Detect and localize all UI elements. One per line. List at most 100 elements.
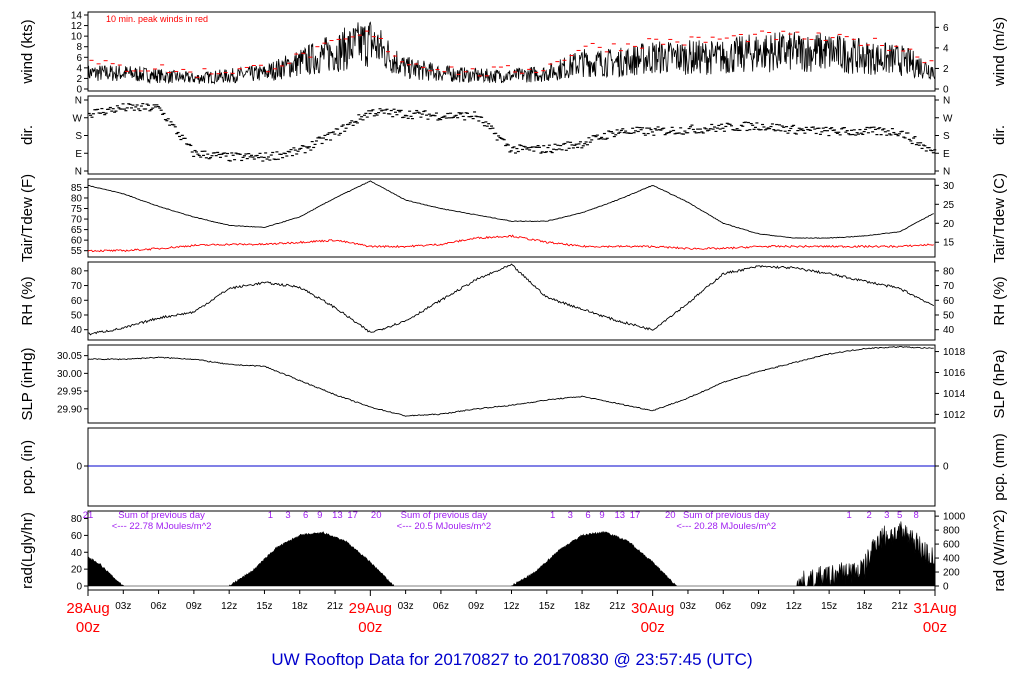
rad-hour-label: 2 — [866, 510, 871, 521]
ytick-label-left-rh: 80 — [71, 266, 83, 277]
ytick-label-right-rh: 80 — [943, 266, 955, 277]
rad-hour-label: 17 — [347, 510, 358, 521]
ytick-label-left-slp: 30.00 — [57, 369, 82, 380]
rad-daily-sum: <--- 20.5 MJoules/m^2 — [397, 521, 491, 532]
rad-sum-label: Sum of previous day — [683, 510, 770, 521]
rad-hour-label: 5 — [897, 510, 902, 521]
day-hour-label: 00z — [923, 619, 947, 636]
ytick-label-right-temp: 15 — [943, 238, 955, 249]
ytick-label-left-rh: 70 — [71, 281, 83, 292]
ylabel-right-wind: wind (m/s) — [991, 17, 1008, 87]
ytick-label-right-temp: 25 — [943, 200, 955, 211]
ytick-label-right-dir: W — [943, 113, 953, 124]
ytick-label-right-rad: 0 — [943, 582, 949, 593]
ytick-label-right-wind: 6 — [943, 23, 949, 34]
ylabel-left-wind: wind (kts) — [19, 19, 36, 84]
ytick-label-left-rad: 20 — [71, 565, 83, 576]
ylabel-right-pcp: pcp. (mm) — [991, 433, 1008, 501]
xtick-label: 06z — [151, 601, 167, 612]
series-wind-peak — [89, 30, 934, 78]
ytick-label-left-dir: N — [75, 96, 82, 107]
rad-hour-label: 20 — [371, 510, 382, 521]
xtick-label: 03z — [398, 601, 414, 612]
ytick-label-left-wind: 10 — [71, 32, 83, 43]
ytick-label-left-temp: 65 — [71, 225, 83, 236]
ytick-label-left-slp: 29.95 — [57, 387, 82, 398]
xtick-label: 15z — [821, 601, 837, 612]
ytick-label-right-rh: 60 — [943, 296, 955, 307]
xtick-label: 21z — [327, 601, 343, 612]
ylabel-left-pcp: pcp. (in) — [19, 440, 36, 494]
day-hour-label: 00z — [641, 619, 665, 636]
ytick-label-left-temp: 85 — [71, 183, 83, 194]
panel-frame-temp — [87, 178, 936, 258]
xtick-label: 15z — [256, 601, 272, 612]
rad-hour-label: 13 — [332, 510, 343, 521]
wind-annotation: 10 min. peak winds in red — [106, 14, 208, 24]
rad-hour-label: 6 — [303, 510, 308, 521]
ytick-label-right-rad: 400 — [943, 554, 960, 565]
rad-hour-label: 3 — [884, 510, 889, 521]
ytick-label-right-slp: 1018 — [943, 347, 966, 358]
xtick-label: 12z — [221, 601, 237, 612]
xtick-label: 09z — [186, 601, 202, 612]
ytick-label-left-rad: 0 — [76, 582, 82, 593]
xtick-label: 18z — [856, 601, 872, 612]
ytick-label-left-temp: 80 — [71, 193, 83, 204]
chart-title: UW Rooftop Data for 20170827 to 20170830… — [271, 650, 752, 669]
ytick-label-right-pcp: 0 — [943, 462, 949, 473]
ytick-label-right-rad: 200 — [943, 568, 960, 579]
ytick-label-left-dir: S — [75, 131, 82, 142]
panel-frame-pcp — [87, 427, 936, 507]
ytick-label-right-temp: 30 — [943, 181, 955, 192]
xtick-label: 12z — [786, 601, 802, 612]
ytick-label-right-slp: 1014 — [943, 389, 966, 400]
day-label: 28Aug — [66, 600, 109, 617]
xtick-label: 03z — [680, 601, 696, 612]
ytick-label-right-rh: 40 — [943, 325, 955, 336]
day-label: 29Aug — [349, 600, 392, 617]
ytick-label-left-rad: 40 — [71, 548, 83, 559]
ytick-label-left-wind: 12 — [71, 21, 83, 32]
ytick-label-left-wind: 0 — [76, 85, 82, 96]
ytick-label-left-pcp: 0 — [76, 462, 82, 473]
panel-frame-rh — [87, 261, 936, 341]
ytick-label-left-temp: 60 — [71, 236, 83, 247]
ytick-label-right-rh: 50 — [943, 310, 955, 321]
ytick-label-right-slp: 1016 — [943, 368, 966, 379]
ytick-label-left-temp: 55 — [71, 246, 83, 257]
series-relative-humidity — [87, 263, 935, 336]
ytick-label-right-wind: 2 — [943, 64, 949, 75]
ytick-label-right-slp: 1012 — [943, 410, 966, 421]
ytick-label-right-rad: 800 — [943, 526, 960, 537]
xtick-label: 06z — [715, 601, 731, 612]
ytick-label-right-rad: 1000 — [943, 512, 966, 523]
rad-hour-label: 8 — [914, 510, 919, 521]
ytick-label-left-rad: 80 — [71, 514, 83, 525]
ytick-label-right-wind: 0 — [943, 85, 949, 96]
rad-hour-label: 21 — [83, 510, 94, 521]
rad-hour-label: 3 — [568, 510, 573, 521]
ytick-label-left-wind: 2 — [76, 74, 82, 85]
ylabel-left-rh: RH (%) — [19, 276, 36, 325]
ytick-label-left-slp: 29.90 — [57, 404, 82, 415]
ytick-label-left-rh: 40 — [71, 325, 83, 336]
ytick-label-left-wind: 14 — [71, 11, 83, 22]
rad-hour-label: 9 — [317, 510, 322, 521]
ytick-label-left-dir: W — [73, 113, 83, 124]
panel-frame-wind — [87, 11, 936, 92]
ytick-label-left-wind: 6 — [76, 53, 82, 64]
xtick-label: 09z — [468, 601, 484, 612]
rad-sum-label: Sum of previous day — [118, 510, 205, 521]
rad-hour-label: 6 — [585, 510, 590, 521]
ylabel-left-slp: SLP (inHg) — [19, 347, 36, 420]
xtick-label: 18z — [292, 601, 308, 612]
ylabel-left-temp: Tair/Tdew (F) — [19, 174, 36, 262]
rad-hour-label: 20 — [665, 510, 676, 521]
ytick-label-left-dir: E — [75, 149, 82, 160]
ytick-label-right-dir: N — [943, 96, 950, 107]
rad-hour-label: 9 — [599, 510, 604, 521]
xtick-label: 21z — [609, 601, 625, 612]
ytick-label-right-rh: 70 — [943, 281, 955, 292]
